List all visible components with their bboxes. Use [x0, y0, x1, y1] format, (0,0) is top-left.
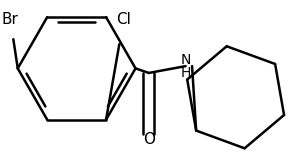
Text: O: O [143, 132, 155, 147]
Text: Br: Br [2, 12, 19, 27]
Text: Cl: Cl [116, 12, 131, 26]
Text: N
H: N H [180, 53, 191, 79]
